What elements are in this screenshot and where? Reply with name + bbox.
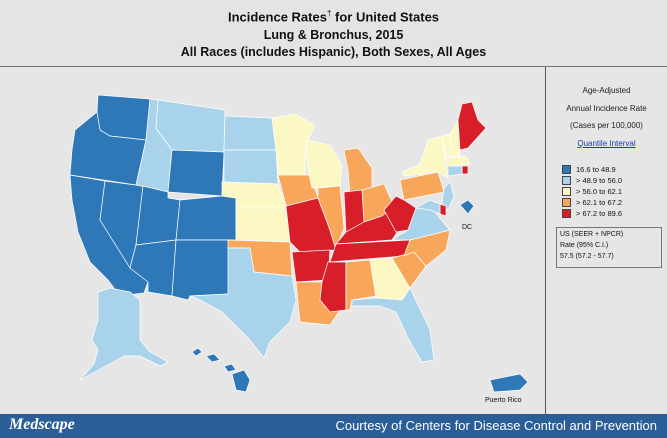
state-PA[interactable] [399,171,445,201]
state-ME[interactable] [457,101,487,151]
legend-swatch [562,209,571,218]
state-MN[interactable] [271,113,316,176]
state-NM[interactable] [171,239,231,301]
chart-subtitle-cancer-site: Lung & Bronchus, 2015 [263,28,404,42]
legend-swatch [562,176,571,185]
chart-title: Incidence Rates† for United States [227,9,440,25]
quantile-interval-link[interactable]: Quantile Interval [577,139,636,148]
state-UT[interactable] [135,185,181,246]
state-KS[interactable] [235,207,291,243]
us-rate-source: US (SEER + NPCR) [560,231,624,238]
state-NJ[interactable] [441,181,455,211]
dc-label: DC [462,224,472,231]
footer-credit: Courtesy of Centers for Disease Control … [335,418,657,433]
state-CT[interactable] [447,165,463,177]
us-choropleth-map: DC Puerto Rico [0,67,545,414]
pr-label: Puerto Rico [485,397,522,404]
header-divider [0,66,667,67]
footer-bar: Medscape Courtesy of Centers for Disease… [0,414,667,438]
map-svg: DC Puerto Rico [69,94,529,404]
legend-label: 16.6 to 48.9 [576,165,616,174]
state-MA[interactable] [445,155,471,167]
legend-title-line2: Annual Incidence Rate [566,104,647,113]
us-rate-label: Rate (95% C.I.) [560,242,609,249]
us-rate-box: US (SEER + NPCR) Rate (95% C.I.) 57.5 (5… [556,227,662,268]
legend-label: > 67.2 to 89.6 [576,209,623,218]
state-HI[interactable] [191,347,251,393]
state-TX[interactable] [189,247,297,359]
state-NY[interactable] [401,135,449,179]
legend-title-line3: (Cases per 100,000) [570,121,643,130]
state-ND[interactable] [223,115,277,151]
legend-swatch [562,187,571,196]
legend-label: > 62.1 to 67.2 [576,198,623,207]
legend-label: > 48.9 to 56.0 [576,176,623,185]
chart-subtitle-population: All Races (includes Hispanic), Both Sexe… [180,45,487,59]
state-PR[interactable] [489,373,529,393]
medscape-logo: Medscape [9,416,75,433]
title-footnote-mark: † [326,9,332,18]
chart-header: Incidence Rates† for United States Lung … [0,0,667,66]
state-NH[interactable] [449,118,461,157]
legend-swatch [562,198,571,207]
state-FL[interactable] [351,287,435,363]
state-CO[interactable] [175,195,237,241]
state-SD[interactable] [223,149,279,185]
state-VA[interactable] [390,205,451,241]
us-rate-value: 57.5 (57.2 - 57.7) [560,253,614,260]
state-DC[interactable] [459,199,475,215]
legend-title-line1: Age-Adjusted [582,86,631,95]
legend-divider [545,67,546,414]
legend-swatch [562,165,571,174]
legend-panel: Age-Adjusted Annual Incidence Rate (Case… [546,67,667,414]
state-MD[interactable] [414,199,441,215]
state-AK[interactable] [79,287,169,381]
state-DE[interactable] [439,203,447,217]
state-WI[interactable] [305,139,343,189]
legend-label: > 56.0 to 62.1 [576,187,623,196]
state-WY[interactable] [167,149,225,197]
state-RI[interactable] [461,165,469,175]
